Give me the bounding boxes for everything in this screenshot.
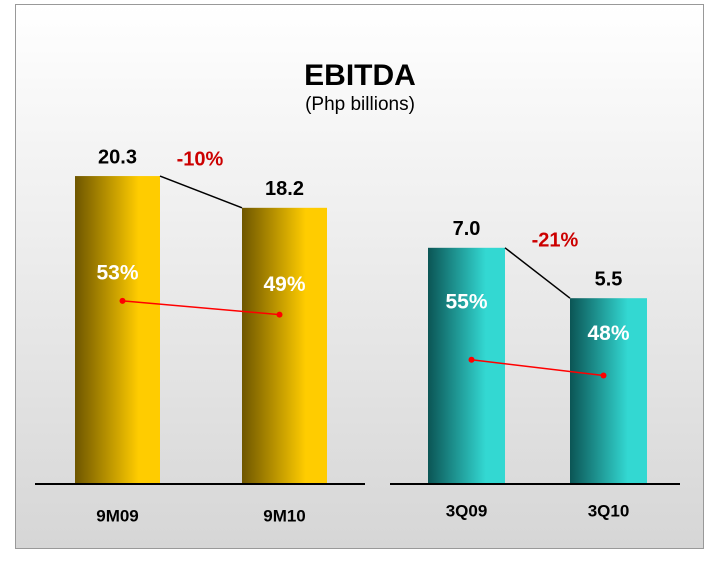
change-annotation: -21% bbox=[532, 229, 579, 251]
value-label: 20.3 bbox=[98, 146, 137, 168]
value-label: 18.2 bbox=[265, 178, 304, 200]
bar bbox=[242, 207, 327, 484]
chart-title: EBITDA bbox=[304, 59, 416, 92]
value-label: 7.0 bbox=[453, 218, 481, 240]
margin-point bbox=[600, 372, 607, 379]
margin-line bbox=[122, 300, 280, 316]
x-tick-label: 3Q10 bbox=[588, 501, 630, 520]
chart-subtitle: (Php billions) bbox=[305, 94, 415, 115]
margin-point bbox=[276, 311, 283, 318]
margin-label: 48% bbox=[587, 322, 629, 345]
bar bbox=[75, 176, 160, 483]
bar bbox=[428, 247, 505, 483]
margin-point bbox=[119, 297, 126, 304]
value-label: 5.5 bbox=[595, 268, 623, 290]
margin-label: 53% bbox=[96, 261, 138, 284]
x-tick-label: 3Q09 bbox=[446, 501, 488, 520]
x-tick-label: 9M09 bbox=[96, 506, 139, 525]
bar bbox=[570, 298, 647, 483]
margin-line bbox=[471, 359, 604, 377]
margin-point bbox=[468, 356, 475, 363]
connector bbox=[504, 247, 571, 299]
connector bbox=[159, 175, 243, 209]
margin-label: 55% bbox=[445, 290, 487, 313]
margin-label: 49% bbox=[263, 273, 305, 296]
x-tick-label: 9M10 bbox=[263, 506, 306, 525]
change-annotation: -10% bbox=[177, 148, 224, 170]
